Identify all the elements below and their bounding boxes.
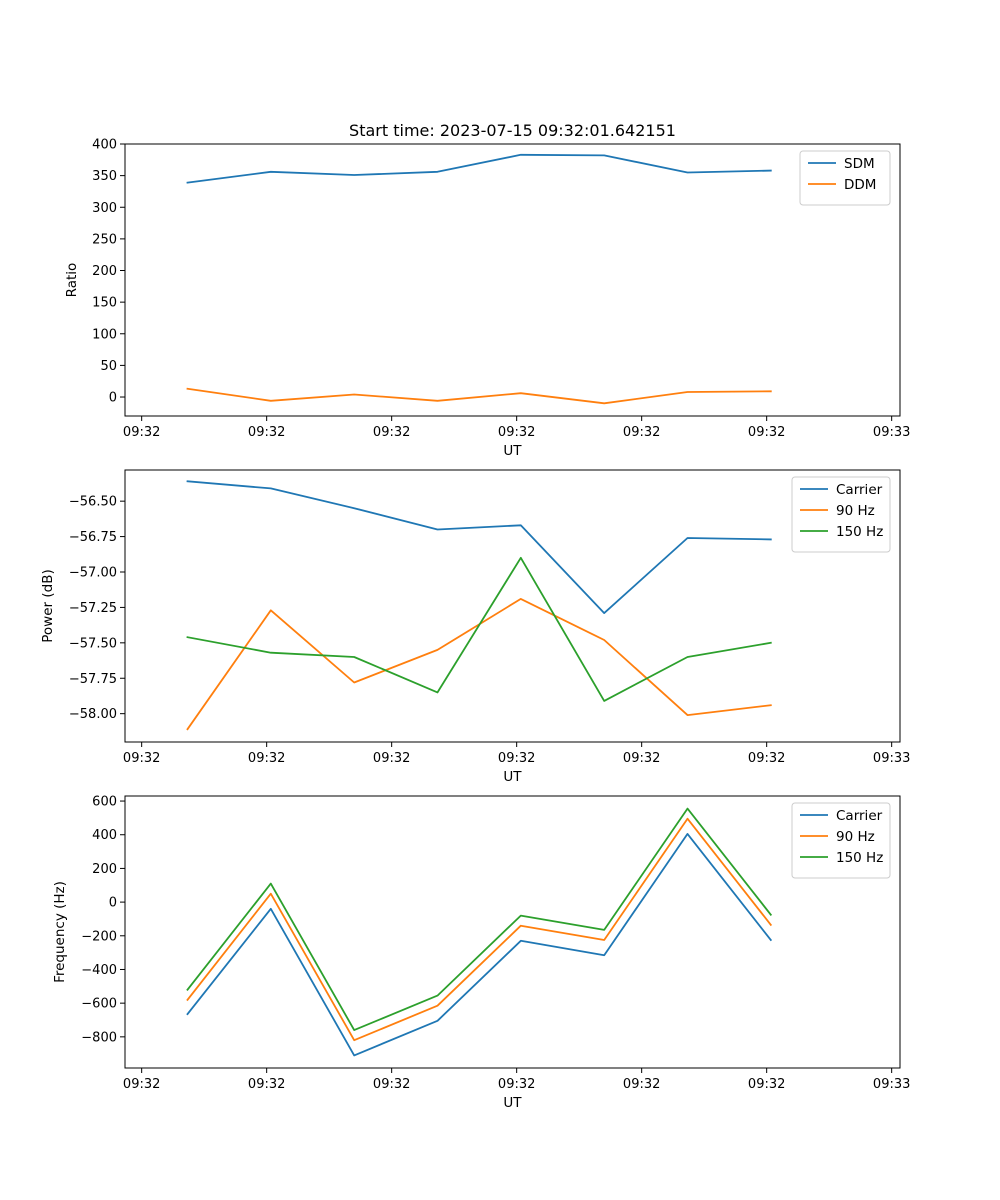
series-line-carrier bbox=[186, 480, 772, 614]
y-tick-label: −57.00 bbox=[69, 566, 117, 581]
x-tick-label: 09:32 bbox=[123, 425, 160, 440]
y-tick-label: −600 bbox=[81, 997, 117, 1012]
x-tick-label: 09:32 bbox=[373, 1077, 410, 1092]
x-tick-label: 09:32 bbox=[498, 1077, 535, 1092]
y-tick-label: −57.75 bbox=[69, 672, 117, 687]
y-tick-label: 0 bbox=[109, 391, 117, 406]
y-tick-label: −400 bbox=[81, 963, 117, 978]
legend-box bbox=[799, 150, 891, 206]
x-axis-label: UT bbox=[503, 769, 522, 785]
y-tick-label: 50 bbox=[100, 359, 117, 374]
y-tick-label: 0 bbox=[109, 896, 117, 911]
x-tick-label: 09:32 bbox=[248, 425, 285, 440]
x-axis-label: UT bbox=[503, 1095, 522, 1111]
legend: Carrier 90 Hz 150 Hz bbox=[791, 802, 891, 879]
series-line-90-hz bbox=[186, 817, 773, 1042]
y-tick-label: 400 bbox=[92, 828, 117, 843]
x-tick-label: 09:32 bbox=[373, 751, 410, 766]
x-tick-label: 09:32 bbox=[248, 751, 285, 766]
y-axis-label: Frequency (Hz) bbox=[52, 881, 68, 983]
legend: SDM DDM bbox=[799, 150, 891, 206]
series-line-150-hz bbox=[186, 556, 772, 702]
legend-label-carrier: Carrier bbox=[836, 808, 883, 824]
y-tick-label: 600 bbox=[92, 795, 117, 810]
x-tick-label: 09:32 bbox=[123, 751, 160, 766]
y-tick-label: 100 bbox=[92, 327, 117, 342]
legend-label-sdm: SDM bbox=[844, 156, 875, 172]
legend: Carrier 90 Hz 150 Hz bbox=[791, 476, 891, 553]
legend-label-150-hz: 150 Hz bbox=[836, 524, 883, 540]
y-tick-label: −200 bbox=[81, 929, 117, 944]
y-tick-label: 200 bbox=[92, 862, 117, 877]
x-axis-label: UT bbox=[503, 443, 522, 459]
x-tick-label: 09:32 bbox=[373, 425, 410, 440]
y-tick-label: 150 bbox=[92, 296, 117, 311]
x-tick-label: 09:32 bbox=[623, 425, 660, 440]
series-line-ddm bbox=[186, 387, 772, 405]
y-tick-label: −800 bbox=[81, 1030, 117, 1045]
axes-frame bbox=[124, 143, 901, 417]
y-tick-label: 250 bbox=[92, 232, 117, 247]
series-line-150-hz bbox=[186, 807, 773, 1031]
chart-title: Start time: 2023-07-15 09:32:01.642151 bbox=[349, 121, 676, 140]
legend-box bbox=[791, 802, 891, 879]
panel-2: 09:32 09:32 09:32 09:32 09:32 09:32 09:33 −58.0… bbox=[40, 469, 910, 785]
axes-frame bbox=[124, 795, 901, 1069]
x-tick-label: 09:32 bbox=[748, 1077, 785, 1092]
legend-label-carrier: Carrier bbox=[836, 482, 883, 498]
x-tick-label: 09:33 bbox=[873, 751, 910, 766]
series-line-carrier bbox=[186, 833, 773, 1057]
x-tick-label: 09:33 bbox=[873, 425, 910, 440]
x-tick-label: 09:32 bbox=[498, 751, 535, 766]
x-tick-label: 09:32 bbox=[123, 1077, 160, 1092]
y-tick-label: −56.50 bbox=[69, 495, 117, 510]
legend-label-90-hz: 90 Hz bbox=[836, 829, 875, 845]
legend-label-ddm: DDM bbox=[844, 177, 876, 193]
y-tick-label: 200 bbox=[92, 264, 117, 279]
y-tick-label: −56.75 bbox=[69, 530, 117, 545]
x-tick-label: 09:32 bbox=[748, 751, 785, 766]
y-tick-label: −57.50 bbox=[69, 636, 117, 651]
legend-label-150-hz: 150 Hz bbox=[836, 850, 883, 866]
y-axis-label: Power (dB) bbox=[40, 569, 56, 642]
y-tick-label: −57.25 bbox=[69, 601, 117, 616]
legend-box bbox=[791, 476, 891, 553]
y-tick-label: 400 bbox=[92, 138, 117, 153]
panel-1: 09:32 09:32 09:32 09:32 09:32 09:32 09:33 0 50 10… bbox=[64, 121, 910, 459]
axes-frame bbox=[124, 469, 901, 743]
x-tick-label: 09:32 bbox=[623, 1077, 660, 1092]
panels: 09:32 09:32 09:32 09:32 09:32 09:32 09:33 0 50 10… bbox=[40, 121, 910, 1111]
x-tick-label: 09:33 bbox=[873, 1077, 910, 1092]
x-tick-label: 09:32 bbox=[623, 751, 660, 766]
x-tick-label: 09:32 bbox=[248, 1077, 285, 1092]
panel-3: 09:32 09:32 09:32 09:32 09:32 09:32 09:33 −800 −… bbox=[52, 795, 910, 1111]
y-tick-label: 300 bbox=[92, 201, 117, 216]
y-tick-label: −58.00 bbox=[69, 707, 117, 722]
legend-label-90-hz: 90 Hz bbox=[836, 503, 875, 519]
x-tick-label: 09:32 bbox=[748, 425, 785, 440]
y-tick-label: 350 bbox=[92, 169, 117, 184]
x-tick-label: 09:32 bbox=[498, 425, 535, 440]
y-axis-label: Ratio bbox=[64, 263, 80, 298]
series-line-sdm bbox=[186, 153, 772, 184]
